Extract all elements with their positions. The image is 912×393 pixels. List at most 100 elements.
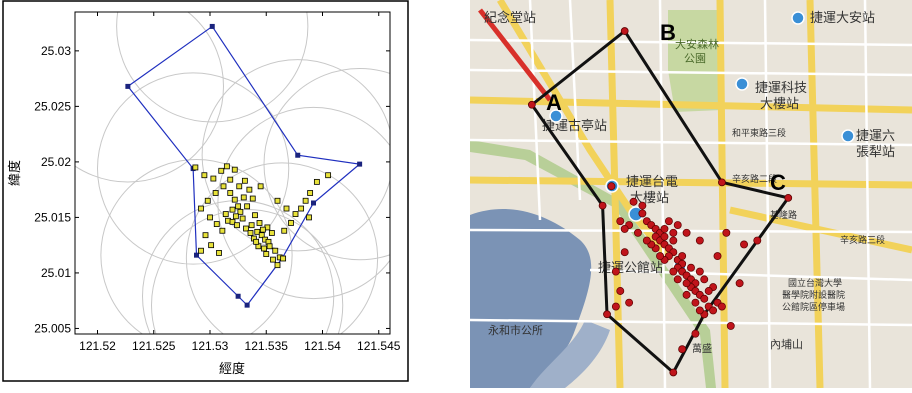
place-label: 基隆路 — [770, 209, 797, 220]
coverage-circle — [116, 12, 309, 123]
data-point — [248, 222, 255, 229]
place-label: 萬盛 — [692, 342, 712, 355]
x-axis: 121.52 121.525 121.53 121.535 121.54 121.545 — [79, 12, 401, 353]
data-point — [234, 222, 240, 229]
data-point — [281, 227, 288, 234]
map-data-point — [695, 306, 704, 315]
data-point — [212, 190, 219, 196]
place-label: 張犁站 — [856, 144, 895, 159]
place-label: 永和市公所 — [488, 323, 543, 337]
metro-station-icon — [791, 11, 805, 25]
vertex-label-b: B — [660, 20, 676, 45]
plot-area — [74, 11, 391, 335]
x-axis-label: 經度 — [219, 361, 245, 376]
place-label: 辛亥路二段 — [732, 173, 777, 184]
map-data-point — [722, 228, 731, 237]
data-point — [246, 186, 253, 193]
data-point — [272, 247, 279, 254]
place-label: 大樓站 — [630, 190, 669, 205]
data-point — [202, 232, 209, 239]
data-point — [258, 232, 265, 239]
data-point — [243, 225, 249, 232]
data-point — [252, 212, 258, 219]
data-point — [325, 172, 332, 179]
map-data-point — [664, 217, 673, 226]
data-point — [201, 172, 208, 179]
boundary-vertex — [244, 302, 250, 308]
map-data-point — [629, 197, 638, 206]
map-data-point — [673, 221, 682, 229]
map-data-point — [678, 252, 687, 261]
x-tick-label: 121.525 — [132, 339, 176, 353]
coverage-circle — [97, 72, 290, 265]
boundary-vertex — [357, 161, 363, 167]
metro-station-icon — [735, 77, 749, 91]
place-label: 捷運公館站 — [598, 260, 663, 275]
coverage-circle — [201, 59, 390, 252]
map-data-point — [620, 224, 629, 233]
y-tick-label: 25.005 — [34, 321, 71, 335]
map-data-point — [611, 302, 620, 311]
map-boundary-vertex — [603, 310, 611, 319]
data-point — [266, 243, 273, 250]
figure-frame — [2, 0, 409, 382]
map-data-point — [682, 290, 691, 299]
boundary-vertex — [209, 23, 215, 29]
data-point — [298, 205, 305, 212]
place-label: 捷運六 — [856, 128, 895, 143]
data-point — [232, 213, 239, 220]
place-label: 公園 — [684, 52, 706, 65]
data-point — [254, 228, 261, 235]
boundary-vertex — [311, 200, 316, 206]
map-data-point — [717, 302, 726, 311]
place-label: 和平東路三段 — [732, 127, 786, 138]
data-point — [222, 211, 229, 217]
map-data-point — [607, 182, 616, 191]
map-data-point — [620, 248, 629, 257]
data-point — [216, 250, 222, 256]
place-label: 捷運大安站 — [810, 10, 875, 25]
data-point — [307, 190, 314, 196]
data-point — [263, 251, 270, 257]
data-point — [256, 220, 263, 226]
y-tick-label: 25.025 — [34, 99, 71, 113]
map: 紀念堂站 大安森林 公園 捷運大安站 捷運科技 大樓站 捷運古亭站 捷運六 張犁… — [470, 0, 912, 388]
data-point — [239, 215, 246, 222]
map-data-point — [642, 236, 651, 245]
data-point — [235, 203, 242, 210]
boundary-vertex — [235, 293, 241, 299]
map-boundary-vertex — [598, 201, 607, 210]
y-tick-label: 25.01 — [41, 266, 71, 280]
data-point — [259, 226, 266, 233]
map-data-point — [656, 252, 665, 261]
y-axis-label: 緯度 — [7, 160, 22, 186]
map-data-point — [638, 201, 647, 210]
map-data-point — [634, 228, 642, 237]
data-point — [306, 214, 312, 221]
data-point — [198, 205, 204, 212]
data-point — [244, 203, 251, 210]
map-data-point — [660, 232, 669, 241]
data-point — [257, 183, 264, 190]
data-point — [229, 206, 236, 213]
data-point — [280, 255, 287, 262]
place-labels: 紀念堂站 大安森林 公園 捷運大安站 捷運科技 大樓站 捷運古亭站 捷運六 張犁… — [484, 10, 895, 355]
place-label: 公館院區停車場 — [782, 301, 845, 312]
map-data-point — [691, 298, 700, 307]
map-panel: 紀念堂站 大安森林 公園 捷運大安站 捷運科技 大樓站 捷運古亭站 捷運六 張犁… — [470, 0, 912, 388]
coverage-circle — [75, 12, 224, 183]
data-point — [207, 214, 213, 221]
points-layer — [192, 163, 332, 269]
map-data-point — [700, 294, 709, 303]
data-point — [292, 211, 299, 217]
data-point — [220, 183, 227, 190]
map-data-point — [695, 236, 704, 245]
map-data-point — [611, 267, 620, 276]
vertex-labels: A B C — [546, 20, 786, 195]
scatter-chart: 121.52 121.525 121.53 121.535 121.54 121.545 … — [2, 0, 409, 382]
coverage-circle — [263, 68, 390, 261]
data-point — [229, 218, 236, 225]
map-data-point — [695, 267, 704, 276]
map-data-point — [691, 329, 700, 338]
coverage-circle — [151, 209, 344, 334]
